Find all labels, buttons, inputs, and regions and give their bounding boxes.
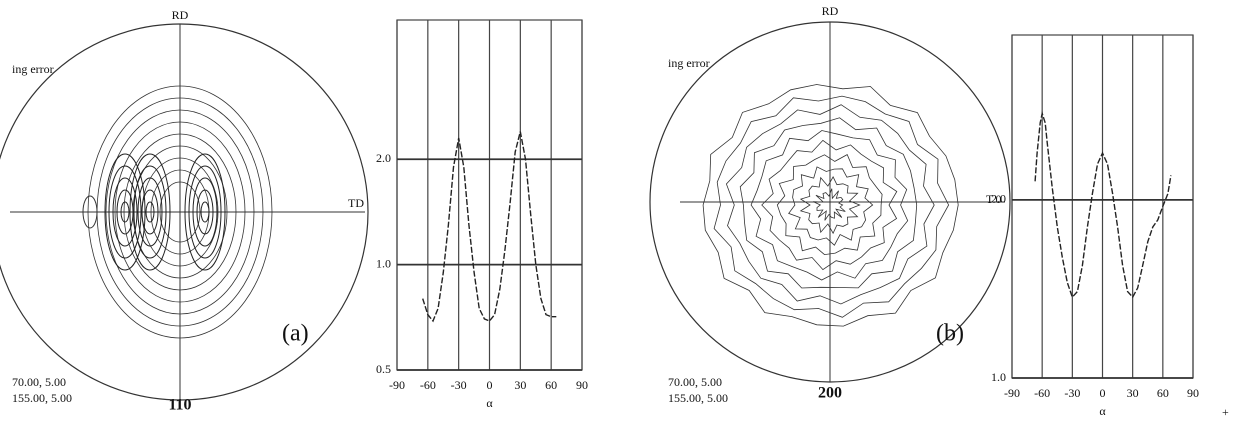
x-tick-label: -30 [1064, 386, 1080, 400]
panel-label: (a) [282, 321, 309, 347]
contour [761, 139, 898, 271]
y-tick-label: 2.0 [376, 151, 391, 165]
contour [141, 189, 159, 235]
contour [184, 153, 226, 271]
contour [739, 117, 918, 289]
contour [82, 195, 98, 229]
note: ing error [668, 56, 710, 70]
contours [702, 84, 959, 327]
contour [196, 189, 214, 235]
contour [145, 201, 155, 223]
x-tick-label: 60 [1157, 386, 1169, 400]
x-axis-label: α [1099, 404, 1106, 418]
contour [750, 130, 909, 281]
x-tick-label: -90 [1004, 386, 1020, 400]
param: 70.00, 5.00 [12, 375, 66, 389]
contour [188, 165, 222, 259]
y-tick-label: 2.0 [991, 192, 1006, 206]
x-tick-label: 30 [514, 378, 526, 392]
contour [137, 177, 163, 247]
contour [725, 104, 935, 305]
x-tick-label: 90 [1187, 386, 1199, 400]
contour [776, 154, 883, 256]
contours [82, 85, 273, 339]
x-tick-label: 30 [1127, 386, 1139, 400]
x-tick-label: -90 [389, 378, 405, 392]
contour [788, 166, 874, 246]
data-line [422, 131, 557, 323]
panel-label: (b) [936, 321, 964, 347]
param: 155.00, 5.00 [12, 391, 72, 405]
contour [120, 201, 130, 223]
rd-label: RD [172, 8, 189, 22]
y-tick-label: 1.0 [376, 256, 391, 270]
pole-figure: RD TD ing error (a) 70.00, 5.00 155.00, … [0, 8, 369, 414]
param: 70.00, 5.00 [668, 375, 722, 389]
rd-label: RD [822, 4, 839, 18]
pole-figure: RD T.0 ing error (b) 70.00, 5.00 155.00,… [649, 4, 1011, 405]
contour [799, 176, 861, 235]
contour [114, 121, 246, 303]
x-tick-label: 60 [545, 378, 557, 392]
contour [129, 153, 171, 271]
contour [104, 153, 146, 271]
line-chart: -90 -60 -30 0 30 60 90 0.5 1.0 2.0 α [376, 19, 588, 410]
plane-label: 200 [818, 385, 842, 402]
contour [200, 201, 210, 223]
contour [713, 95, 950, 318]
contour [702, 84, 959, 327]
x-tick-label: 0 [1100, 386, 1106, 400]
contour [87, 85, 273, 339]
plane-label: 110 [168, 397, 191, 414]
footer-mark: + [1222, 405, 1229, 419]
y-tick-label: 0.5 [376, 362, 391, 376]
contour [133, 165, 167, 259]
x-tick-label: -60 [420, 378, 436, 392]
data-line [1034, 110, 1172, 299]
contour [112, 177, 138, 247]
x-tick-label: 90 [576, 378, 588, 392]
contour [192, 177, 218, 247]
contour [116, 189, 134, 235]
contour [108, 165, 142, 259]
td-label: TD [348, 196, 364, 210]
note: ing error [12, 62, 54, 76]
contour [159, 181, 201, 243]
contour [813, 188, 846, 221]
param: 155.00, 5.00 [668, 391, 728, 405]
x-tick-label: 0 [487, 378, 493, 392]
line-chart: -90 -60 -30 0 30 60 90 1.0 2.0 α [991, 34, 1199, 418]
contour [123, 133, 237, 291]
x-tick-label: -60 [1034, 386, 1050, 400]
x-axis-label: α [486, 396, 493, 410]
x-tick-label: -30 [451, 378, 467, 392]
y-tick-label: 1.0 [991, 370, 1006, 384]
contour [105, 109, 255, 315]
td-label: T.0 [986, 192, 1001, 206]
